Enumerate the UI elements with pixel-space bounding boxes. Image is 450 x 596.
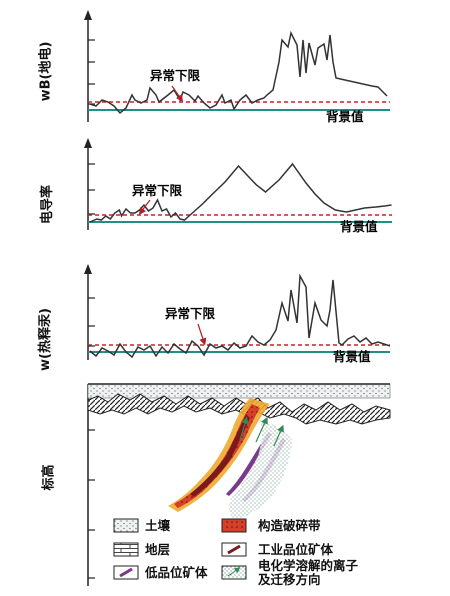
panel2-background-label: 背景值 [340,219,378,234]
legend-swatch-strata [113,542,139,557]
fracture-zone [174,404,260,508]
panel3-threshold-label: 异常下限 [165,306,216,321]
strata-crest [87,393,391,425]
geologic-section: 土壤 构造破碎带 地层 工业品位矿体 低品位矿体 电化学溶解的离子 及迁移方向 [87,383,391,587]
legend-label-strata: 地层 [145,542,171,557]
legend-industrial-ore-mark [227,544,241,555]
soil-layer [87,383,391,399]
migration-arrow [239,416,249,441]
legend-label-fracture: 构造破碎带 [258,518,321,533]
panel2-threshold-label: 异常下限 [132,183,183,198]
legend-low-ore-mark [119,567,133,578]
panel1-background-label: 背景值 [326,109,364,124]
panel2: 异常下限 背景值 [84,138,392,234]
panel3-threshold-arrow [197,323,207,346]
panel3-profile [89,273,391,359]
legend-label-industrial-ore: 工业品位矿体 [258,542,334,557]
panel1: 异常下限 背景值 [84,10,390,124]
migration-arrow [273,424,284,447]
legend-label-soil: 土壤 [145,518,171,533]
ion-halo [228,420,292,520]
legend-label-ion-line2: 及迁移方向 [258,572,321,587]
panel1-threshold-arrow [171,85,184,102]
panel1-threshold-label: 异常下限 [150,68,201,83]
panel2-y-arrow [84,138,92,148]
legend-ion-arrow [227,567,241,577]
legend-swatch-ion [221,565,247,580]
panel1-y-arrow [84,10,92,20]
panel3: 异常下限 背景值 [84,264,391,364]
legend-swatch-soil [113,518,139,533]
panel3-background-label: 背景值 [333,349,371,364]
panel3-y-arrow [84,264,92,274]
legend: 土壤 构造破碎带 地层 工业品位矿体 低品位矿体 电化学溶解的离子 及迁移方向 [113,518,359,587]
panel2-profile [89,162,392,223]
legend-swatch-fracture [221,518,247,533]
legend-label-low-ore: 低品位矿体 [144,565,208,580]
migration-arrow [255,416,268,443]
panel2-threshold-arrow [138,199,151,215]
panel1-profile [89,30,388,115]
legend-label-ion-line1: 电化学溶解的离子 [258,558,359,573]
